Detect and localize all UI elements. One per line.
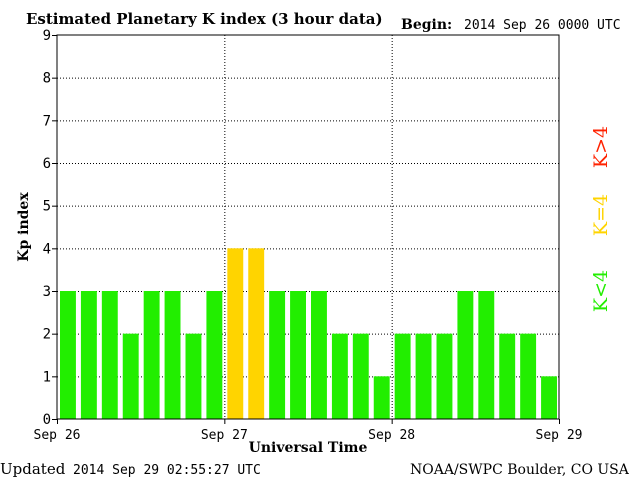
y-tick-label: 2 bbox=[43, 327, 51, 343]
updated-timestamp: 2014 Sep 29 02:55:27 UTC bbox=[73, 463, 261, 478]
x-tick-label: Sep 29 bbox=[536, 428, 583, 443]
grid-lines bbox=[57, 35, 559, 419]
kp-bar bbox=[499, 333, 516, 419]
kp-bar bbox=[206, 291, 223, 419]
x-axis-label: Universal Time bbox=[249, 440, 368, 456]
kp-bar bbox=[415, 333, 432, 419]
kp-bar bbox=[227, 248, 244, 419]
kp-bar bbox=[394, 333, 411, 419]
updated-label: Updated bbox=[0, 460, 66, 478]
kp-bar bbox=[436, 333, 453, 419]
begin-date: 2014 Sep 26 0000 UTC bbox=[464, 18, 621, 33]
kp-bar bbox=[248, 248, 265, 419]
y-tick-label: 9 bbox=[43, 28, 51, 44]
x-tick-label: Sep 26 bbox=[34, 428, 81, 443]
kp-bar bbox=[331, 333, 348, 419]
kp-bar bbox=[373, 376, 390, 419]
y-tick-label: 8 bbox=[43, 71, 51, 87]
y-tick-labels: 0 1 2 3 4 5 6 7 8 9 bbox=[43, 28, 57, 428]
kp-bar bbox=[101, 291, 118, 419]
y-tick-label: 0 bbox=[43, 412, 51, 428]
kp-bar bbox=[290, 291, 306, 419]
kp-bar bbox=[478, 291, 495, 419]
kp-bar bbox=[541, 376, 557, 419]
x-tick-label: Sep 27 bbox=[201, 428, 248, 443]
plot-frame bbox=[56, 34, 560, 420]
kp-bar bbox=[122, 333, 139, 419]
y-axis-label: Kp index bbox=[16, 192, 32, 262]
source-credit: NOAA/SWPC Boulder, CO USA bbox=[410, 462, 630, 478]
y-tick-label: 5 bbox=[43, 199, 51, 215]
legend-k-equal-4: K=4 bbox=[590, 194, 612, 236]
y-tick-label: 4 bbox=[43, 241, 51, 257]
kp-bars bbox=[60, 248, 557, 419]
kp-bar bbox=[311, 291, 327, 419]
x-tick-label: Sep 28 bbox=[368, 428, 415, 443]
kp-bar bbox=[60, 291, 76, 419]
y-tick-label: 3 bbox=[43, 284, 51, 300]
legend-k-less-4: K<4 bbox=[590, 270, 612, 312]
begin-label: Begin: bbox=[401, 17, 452, 33]
kp-bar bbox=[520, 333, 537, 419]
y-tick-label: 7 bbox=[43, 113, 51, 129]
y-tick-label: 1 bbox=[43, 369, 51, 385]
kp-bar bbox=[457, 291, 474, 419]
kp-bar bbox=[352, 333, 369, 419]
kp-bar bbox=[80, 291, 97, 419]
chart-title: Estimated Planetary K index (3 hour data… bbox=[26, 10, 383, 28]
kp-bar bbox=[143, 291, 160, 419]
kp-bar bbox=[185, 333, 202, 419]
legend-k-greater-4: K>4 bbox=[590, 126, 612, 168]
kp-bar bbox=[164, 291, 181, 419]
x-tick-labels: Sep 26 Sep 27 Sep 28 Sep 29 bbox=[34, 419, 583, 443]
kp-bar bbox=[269, 291, 286, 419]
y-tick-label: 6 bbox=[43, 156, 51, 172]
